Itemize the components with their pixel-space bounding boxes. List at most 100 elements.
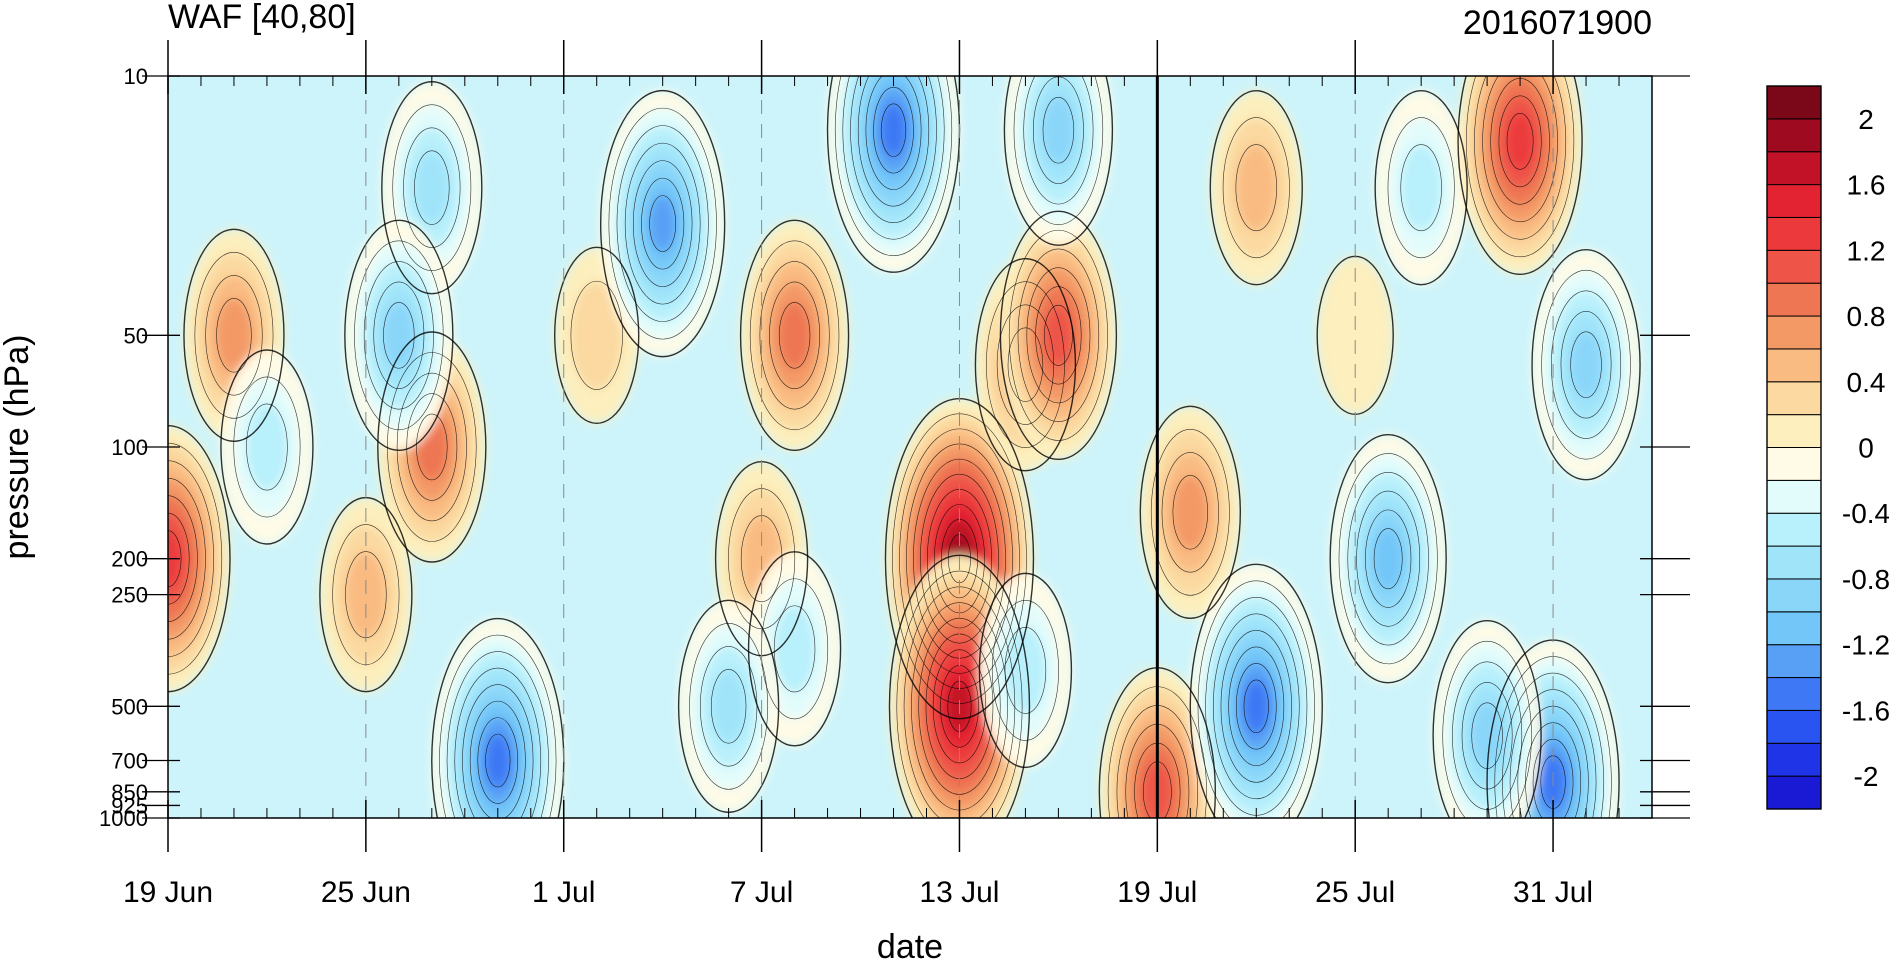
y-tick-label: 250: [111, 583, 148, 608]
contour-line: [842, 76, 945, 240]
contour-line: [689, 623, 769, 790]
contour-line: [1013, 76, 1104, 225]
y-axis-label: pressure (hPa): [0, 335, 36, 560]
contour-line: [1466, 76, 1575, 258]
contour-line: [1161, 452, 1219, 573]
contour-line: [888, 554, 1031, 818]
contour-line: [1373, 528, 1403, 590]
field-region: [570, 281, 623, 390]
contour-line: [978, 572, 1073, 769]
contour-line: [1042, 97, 1075, 164]
y-tick-label: 200: [111, 547, 148, 572]
colorbar-swatch: [1766, 381, 1822, 416]
contour-line: [1400, 144, 1442, 232]
contour-line: [403, 127, 461, 248]
colorbar-label: 1.2: [1847, 235, 1886, 266]
x-tick-label: 19 Jun: [123, 876, 213, 909]
contour-line: [865, 76, 922, 190]
contour-line: [1003, 76, 1114, 246]
colorbar-swatch: [1766, 85, 1822, 120]
contour-line: [850, 76, 937, 223]
field-region: [216, 298, 252, 373]
y-tick-label: 500: [111, 694, 148, 719]
colorbar-label: -0.4: [1842, 498, 1889, 529]
field-region: [1374, 528, 1403, 589]
contour-line: [1374, 89, 1468, 286]
field-region: [881, 103, 906, 157]
contour-line: [1498, 95, 1542, 188]
contour-line: [749, 240, 840, 431]
contour-line: [1172, 475, 1209, 550]
colorbar-label: 2: [1858, 104, 1874, 135]
colorbar-label: -2: [1854, 761, 1879, 792]
contour-line: [1502, 672, 1605, 818]
contour-line: [739, 219, 850, 452]
field-region: [711, 669, 747, 744]
colorbar-label: 1.6: [1847, 170, 1886, 201]
contour-line: [710, 669, 747, 744]
contour-line: [392, 104, 472, 271]
contour-line: [632, 160, 693, 287]
contour-line: [462, 684, 534, 818]
contour-line: [608, 107, 717, 340]
colorbar-label: 0: [1858, 433, 1874, 464]
contour-line: [168, 530, 182, 587]
field-region: [774, 605, 815, 692]
colorbar-swatch: [1766, 578, 1822, 613]
chart-subtitle: 2016071900: [1463, 4, 1652, 42]
contour-line: [1532, 738, 1574, 818]
colorbar-swatch: [1766, 249, 1822, 284]
colorbar-swatch: [1766, 151, 1822, 186]
y-tick-label: 100: [111, 435, 148, 460]
colorbar-swatch: [1766, 216, 1822, 251]
contour-line: [570, 280, 623, 390]
contour-line: [1338, 453, 1438, 665]
colorbar-swatch: [1766, 775, 1822, 810]
contour-line: [168, 442, 223, 675]
contour-line: [1044, 304, 1073, 366]
colorbar-label: -1.2: [1842, 630, 1889, 661]
contour-line: [354, 240, 444, 431]
field-region: [1044, 305, 1073, 366]
contour-line: [1541, 269, 1631, 460]
field-region: [414, 150, 450, 225]
x-axis-label: date: [877, 928, 943, 961]
contour-line: [1243, 679, 1269, 734]
contour-line: [1570, 331, 1602, 398]
colorbar-swatch: [1766, 709, 1822, 744]
field-region: [1471, 702, 1503, 769]
colorbar-swatch: [1766, 447, 1822, 481]
contour-line: [1007, 327, 1044, 402]
field-region: [1005, 627, 1046, 714]
contour-line: [1008, 229, 1108, 441]
field-region: [649, 195, 676, 252]
field-region: [1317, 256, 1394, 415]
contour-line: [1387, 117, 1455, 259]
contour-line: [383, 302, 415, 369]
contour-line: [759, 261, 830, 410]
field-region: [1172, 475, 1208, 550]
colorbar-swatch: [1766, 282, 1822, 317]
contour-line: [986, 281, 1065, 448]
x-tick-label: 25 Jun: [321, 876, 411, 909]
contour-line: [216, 298, 252, 373]
y-tick-label: 850: [111, 780, 148, 805]
contour-line: [1474, 76, 1567, 240]
contour-line: [1235, 144, 1277, 232]
colorbar: 2 1.6 1.2 0.8 0.4 0 -0.4 -0.8 -1.2 -1.6 -2: [1766, 85, 1889, 810]
colorbar-swatch: [1766, 512, 1822, 547]
y-tick-label: 1000: [99, 806, 148, 831]
contour-line: [194, 252, 274, 419]
contour-line: [1432, 620, 1542, 818]
contour-line: [769, 281, 820, 390]
field-region: [1506, 113, 1534, 170]
y-tick-label: 10: [124, 64, 148, 89]
field-region: [1043, 97, 1074, 164]
contour-line: [168, 425, 231, 693]
x-axis-ticks: 19 Jun 25 Jun 1 Jul 7 Jul 13 Jul 19 Jul 25 Jul…: [123, 40, 1653, 909]
contour-line: [168, 477, 206, 640]
contour-line: [1197, 580, 1315, 818]
field-region: [1235, 144, 1277, 231]
colorbar-swatch: [1766, 742, 1822, 777]
contour-line: [485, 733, 511, 788]
